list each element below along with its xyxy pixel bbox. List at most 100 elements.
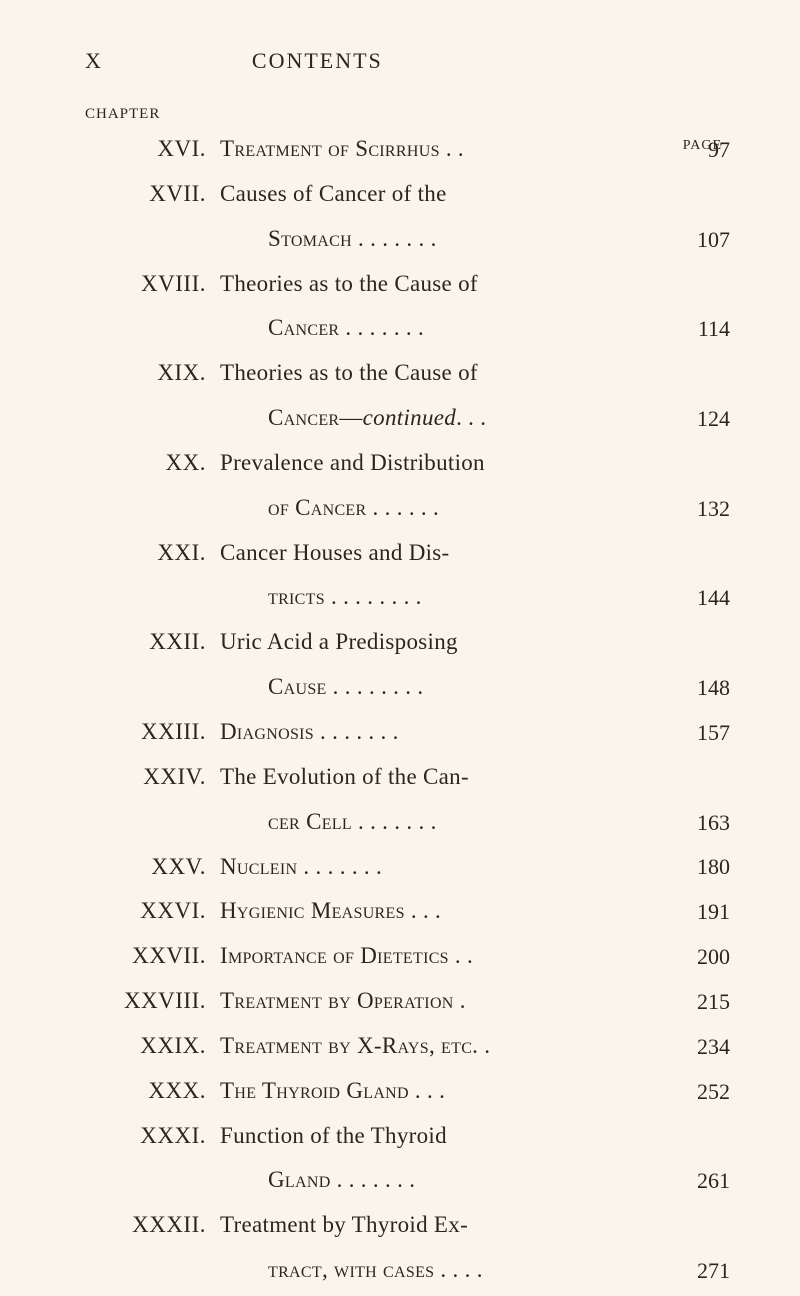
contents-entry: XXIV.The Evolution of the Can-cer Cell .… [85, 755, 730, 845]
chapter-number: XXI. [85, 531, 220, 576]
entry-page-number: 132 [675, 488, 730, 531]
chapter-column-label: CHAPTER [85, 106, 730, 123]
entry-page-number: 234 [675, 1026, 730, 1069]
chapter-number: XXIV. [85, 755, 220, 800]
chapter-number: XVII. [85, 172, 220, 217]
contents-entry: XXXII.Treatment by Thyroid Ex-tract, wit… [85, 1203, 730, 1293]
entry-single-line: Hygienic Measures . . . [220, 889, 675, 934]
chapter-number: XVIII. [85, 262, 220, 307]
chapter-number: XXIII. [85, 710, 220, 755]
entry-title-text: Treatment of Scirrhus . . [220, 127, 464, 172]
entry-page-number: 252 [675, 1071, 730, 1114]
entry-single-line: Diagnosis . . . . . . . [220, 710, 675, 755]
chapter-number: XXIX. [85, 1024, 220, 1069]
entry-last-line: Gland . . . . . . . [220, 1158, 675, 1203]
contents-entry: XXX.The Thyroid Gland . . . 252 [85, 1069, 730, 1114]
entry-single-line: Nuclein . . . . . . . [220, 845, 675, 890]
entry-page-number: 180 [675, 846, 730, 889]
entry-page-number: 144 [675, 577, 730, 620]
chapter-number: XIX. [85, 351, 220, 396]
entry-body: Causes of Cancer of theStomach . . . . .… [220, 172, 675, 262]
entry-title-text: The Thyroid Gland . . . [220, 1069, 445, 1114]
entry-continuation-text: Cancer— [268, 396, 363, 441]
entry-page-number: 191 [675, 891, 730, 934]
contents-entry: XVIII.Theories as to the Cause ofCancer … [85, 262, 730, 352]
contents-entry: XXII.Uric Acid a PredisposingCause . . .… [85, 620, 730, 710]
entry-title-text: Nuclein . . . . . . . [220, 845, 382, 890]
entry-title-line: The Evolution of the Can- [220, 755, 675, 800]
entry-italic-text: continued [363, 396, 456, 441]
entry-last-line: Cancer—continued . . . [220, 396, 675, 441]
entry-leader-dots: . . . [456, 396, 486, 441]
entry-last-line: tricts . . . . . . . . [220, 575, 675, 620]
chapter-number: XXXII. [85, 1203, 220, 1248]
entry-single-line: Importance of Dietetics . . [220, 934, 675, 979]
chapter-number: XXVIII. [85, 979, 220, 1024]
entry-body: Nuclein . . . . . . . [220, 845, 675, 890]
entry-body: Treatment by Thyroid Ex-tract, with case… [220, 1203, 675, 1293]
chapter-number: XXII. [85, 620, 220, 665]
entry-continuation-text: Gland . . . . . . . [268, 1158, 415, 1203]
entry-single-line: Treatment of Scirrhus . . [220, 127, 675, 172]
contents-title: CONTENTS [252, 48, 383, 74]
contents-entry: XXXI.Function of the ThyroidGland . . . … [85, 1114, 730, 1204]
entry-single-line: Treatment by X-Rays, etc. . [220, 1024, 675, 1069]
entry-last-line: cer Cell . . . . . . . [220, 800, 675, 845]
contents-entry: XXVII.Importance of Dietetics . .200 [85, 934, 730, 979]
chapter-number: XXVI. [85, 889, 220, 934]
entry-page-number: 215 [675, 981, 730, 1024]
contents-entry: XVII.Causes of Cancer of theStomach . . … [85, 172, 730, 262]
contents-entry: XX.Prevalence and Distributionof Cancer … [85, 441, 730, 531]
entry-body: Hygienic Measures . . . [220, 889, 675, 934]
entry-body: Treatment by X-Rays, etc. . [220, 1024, 675, 1069]
entry-title-text: Diagnosis . . . . . . . [220, 710, 399, 755]
chapter-number: XX. [85, 441, 220, 486]
contents-entry: XXV.Nuclein . . . . . . . 180 [85, 845, 730, 890]
page-column-label: PAGE [683, 138, 722, 154]
entry-page-number: 157 [675, 712, 730, 755]
entry-title-text: Treatment by Operation . [220, 979, 466, 1024]
entry-continuation-text: cer Cell . . . . . . . [268, 800, 437, 845]
entry-continuation-text: tract, with cases . . . . [268, 1248, 483, 1293]
entry-title-line: Theories as to the Cause of [220, 351, 675, 396]
contents-entry: XIX.Theories as to the Cause ofCancer—co… [85, 351, 730, 441]
entry-title-text: Importance of Dietetics . . [220, 934, 473, 979]
entry-title-text: Hygienic Measures . . . [220, 889, 441, 934]
entry-last-line: of Cancer . . . . . . [220, 486, 675, 531]
entry-body: Uric Acid a PredisposingCause . . . . . … [220, 620, 675, 710]
contents-entry: XXIX.Treatment by X-Rays, etc. . 234 [85, 1024, 730, 1069]
entry-title-line: Causes of Cancer of the [220, 172, 675, 217]
page-header: X CONTENTS [85, 48, 730, 74]
chapter-number: XXV. [85, 845, 220, 890]
entry-body: The Evolution of the Can-cer Cell . . . … [220, 755, 675, 845]
contents-entries: XVI.Treatment of Scirrhus . .97XVII.Caus… [85, 127, 730, 1293]
entry-page-number: 163 [675, 802, 730, 845]
entry-body: Function of the ThyroidGland . . . . . .… [220, 1114, 675, 1204]
entry-title-line: Function of the Thyroid [220, 1114, 675, 1159]
entry-body: Prevalence and Distributionof Cancer . .… [220, 441, 675, 531]
entry-last-line: tract, with cases . . . . [220, 1248, 675, 1293]
entry-single-line: The Thyroid Gland . . . [220, 1069, 675, 1114]
entry-page-number: 148 [675, 667, 730, 710]
entry-continuation-text: of Cancer . . . . . . [268, 486, 439, 531]
entry-last-line: Stomach . . . . . . . [220, 217, 675, 262]
entry-body: Importance of Dietetics . . [220, 934, 675, 979]
entry-body: Theories as to the Cause ofCancer . . . … [220, 262, 675, 352]
entry-title-line: Uric Acid a Predisposing [220, 620, 675, 665]
contents-entry: XXIII.Diagnosis . . . . . . . 157 [85, 710, 730, 755]
page-number-roman: X [85, 48, 102, 74]
chapter-number: XXVII. [85, 934, 220, 979]
chapter-number: XVI. [85, 127, 220, 172]
entry-body: Diagnosis . . . . . . . [220, 710, 675, 755]
entry-body: Treatment of Scirrhus . . [220, 127, 675, 172]
entry-page-number: 261 [675, 1160, 730, 1203]
entry-title-text: Treatment by X-Rays, etc. . [220, 1024, 490, 1069]
entry-page-number: 124 [675, 398, 730, 441]
entry-continuation-text: Cause . . . . . . . . [268, 665, 423, 710]
entry-title-line: Treatment by Thyroid Ex- [220, 1203, 675, 1248]
entry-last-line: Cancer . . . . . . . [220, 306, 675, 351]
entry-title-line: Prevalence and Distribution [220, 441, 675, 486]
chapter-number: XXX. [85, 1069, 220, 1114]
entry-body: Treatment by Operation . [220, 979, 675, 1024]
contents-entry: XVI.Treatment of Scirrhus . .97 [85, 127, 730, 172]
